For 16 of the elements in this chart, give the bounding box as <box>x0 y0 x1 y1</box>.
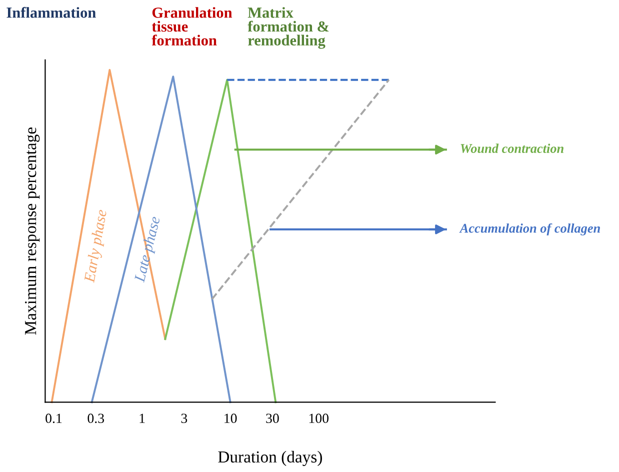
legend-label: Accumulation of collagen <box>459 223 600 236</box>
text: Matrix formation & remodelling <box>248 7 329 49</box>
text: Late phase <box>134 216 164 284</box>
x-tick-label: 1 <box>140 414 145 423</box>
x-tick-label: 0.1 <box>46 414 62 424</box>
legend-label: Wound contraction <box>460 144 564 154</box>
x-axis-title: Duration (days) <box>218 450 322 466</box>
x-tick-label: 3 <box>181 414 188 424</box>
text: Early phase <box>84 209 110 284</box>
y-axis-title: Maximum response percentage <box>25 127 40 335</box>
x-tick-label: 100 <box>309 414 329 424</box>
x-tick-label: 30 <box>266 414 279 424</box>
x-tick-label: 10 <box>224 414 237 424</box>
text: Granulation tissue formation <box>152 7 232 46</box>
text: Inflammation <box>6 6 96 18</box>
x-tick-label: 0.3 <box>88 414 104 424</box>
